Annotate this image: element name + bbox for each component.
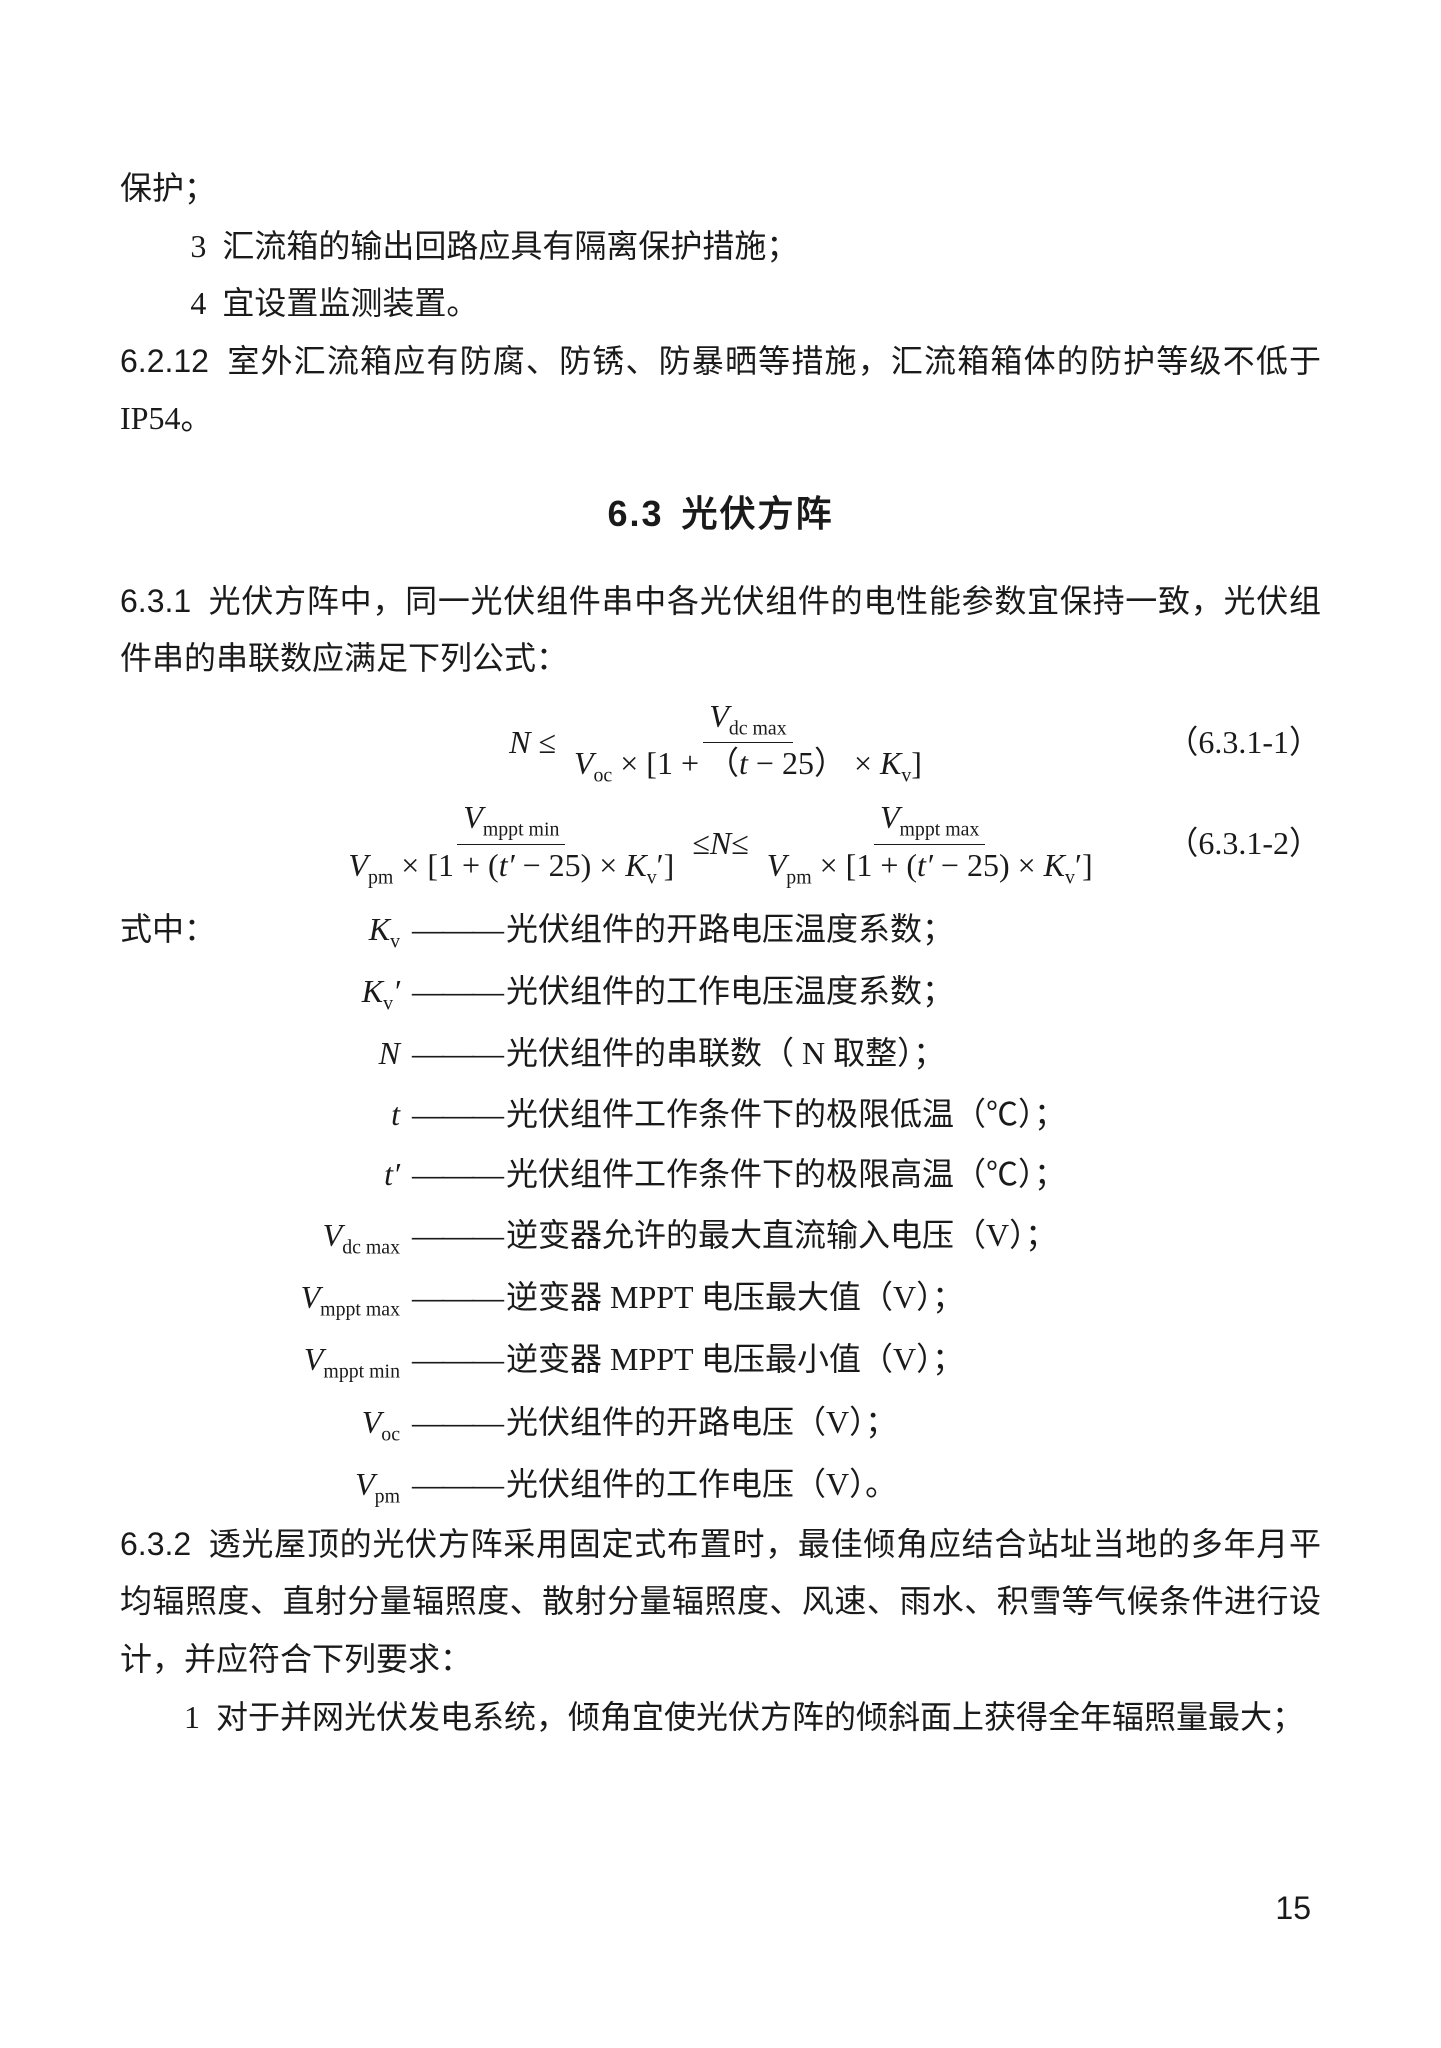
where-row: Vpm ——— 光伏组件的工作电压（V）。 [120,1454,1321,1516]
where-row: t ——— 光伏组件工作条件下的极限低温（℃）； [120,1084,1321,1145]
section-number: 6.3 [607,493,663,534]
item-text: 对于并网光伏发电系统，倾角宜使光伏方阵的倾斜面上获得全年辐照量最大； [216,1699,1304,1735]
item-number: 4 [190,285,206,321]
document-page: 保护； 3 汇流箱的输出回路应具有隔离保护措施； 4 宜设置监测装置。 6.2.… [0,0,1441,2048]
where-symbol: Kv′ [260,961,408,1023]
fraction-right: Vmppt max Vpm × [1 + (t′ − 25) × Kv′] [761,797,1099,890]
formula-label: （6.3.1-2） [1166,815,1321,873]
where-dash: ——— [408,899,506,961]
item-text: 宜设置监测装置。 [222,285,478,321]
clause-number: 6.2.12 [120,343,209,379]
where-symbol: Vmppt min [260,1329,408,1391]
fraction: Vdc max Voc × [1 + （t − 25） × Kv] [568,696,928,789]
item-number: 1 [184,1699,200,1735]
fraction-left: Vmppt min Vpm × [1 + (t′ − 25) × Kv′] [342,797,680,890]
clause-text: 透光屋顶的光伏方阵采用固定式布置时，最佳倾角应结合站址当地的多年月平均辐照度、直… [120,1526,1321,1677]
where-desc: 逆变器 MPPT 电压最大值（V）； [506,1267,1321,1329]
where-desc: 逆变器 MPPT 电压最小值（V）； [506,1329,1321,1391]
where-desc: 光伏组件的工作电压温度系数； [506,961,1321,1023]
where-row: 式中： Kv ——— 光伏组件的开路电压温度系数； [120,899,1321,961]
clause-6-2-12: 6.2.12 室外汇流箱应有防腐、防锈、防暴晒等措施，汇流箱箱体的防护等级不低于… [120,333,1321,448]
list-item: 3 汇流箱的输出回路应具有隔离保护措施； [120,218,1321,276]
clause-text: 室外汇流箱应有防腐、防锈、防暴晒等措施，汇流箱箱体的防护等级不低于 IP54。 [120,343,1321,437]
where-row: t′ ——— 光伏组件工作条件下的极限高温（℃）； [120,1144,1321,1205]
where-symbol: Vdc max [260,1205,408,1267]
item-text: 汇流箱的输出回路应具有隔离保护措施； [222,228,798,264]
where-row: Kv′ ——— 光伏组件的工作电压温度系数； [120,961,1321,1023]
list-item: 4 宜设置监测装置。 [120,275,1321,333]
item-number: 3 [190,228,206,264]
where-symbol: Voc [260,1392,408,1454]
where-row: Vdc max ——— 逆变器允许的最大直流输入电压（V）； [120,1205,1321,1267]
where-row: N ——— 光伏组件的串联数（ N 取整）； [120,1023,1321,1084]
where-desc: 光伏组件的串联数（ N 取整）； [506,1023,1321,1084]
where-desc: 光伏组件的工作电压（V）。 [506,1454,1321,1516]
where-desc: 光伏组件工作条件下的极限低温（℃）； [506,1084,1321,1145]
section-heading: 6.3 光伏方阵 [120,482,1321,547]
where-symbol: Kv [260,899,408,961]
clause-number: 6.3.1 [120,583,191,619]
where-row: Vmppt max ——— 逆变器 MPPT 电压最大值（V）； [120,1267,1321,1329]
clause-6-3-2: 6.3.2 透光屋顶的光伏方阵采用固定式布置时，最佳倾角应结合站址当地的多年月平… [120,1516,1321,1689]
clause-6-3-1: 6.3.1 光伏方阵中，同一光伏组件串中各光伏组件的电性能参数宜保持一致，光伏组… [120,573,1321,688]
where-symbol: N [260,1023,408,1084]
formula-6-3-1-2: Vmppt min Vpm × [1 + (t′ − 25) × Kv′] ≤ … [120,797,1321,890]
where-block: 式中： Kv ——— 光伏组件的开路电压温度系数； Kv′ ——— 光伏组件的工… [120,899,1321,1516]
page-number: 15 [1275,1880,1311,1938]
formula-label: （6.3.1-1） [1166,714,1321,772]
where-symbol: t [260,1084,408,1145]
where-desc: 光伏组件工作条件下的极限高温（℃）； [506,1144,1321,1205]
where-symbol: Vpm [260,1454,408,1516]
formula-lhs: N [509,714,530,772]
where-desc: 逆变器允许的最大直流输入电压（V）； [506,1205,1321,1267]
clause-6-3-2-item-1: 1 对于并网光伏发电系统，倾角宜使光伏方阵的倾斜面上获得全年辐照量最大； [120,1689,1321,1747]
formula-6-3-1-1: N ≤ Vdc max Voc × [1 + （t − 25） × Kv] （6… [120,696,1321,789]
where-heading: 式中： [120,899,260,961]
clause-number: 6.3.2 [120,1526,191,1562]
where-row: Voc ——— 光伏组件的开路电压（V）； [120,1392,1321,1454]
section-title-text: 光伏方阵 [682,494,834,534]
where-symbol: Vmppt max [260,1267,408,1329]
clause-text: 光伏方阵中，同一光伏组件串中各光伏组件的电性能参数宜保持一致，光伏组件串的串联数… [120,583,1321,677]
where-desc: 光伏组件的开路电压温度系数； [506,899,1321,961]
where-row: Vmppt min ——— 逆变器 MPPT 电压最小值（V）； [120,1329,1321,1391]
where-symbol: t′ [260,1144,408,1205]
fragment-line: 保护； [120,160,1321,218]
where-desc: 光伏组件的开路电压（V）； [506,1392,1321,1454]
